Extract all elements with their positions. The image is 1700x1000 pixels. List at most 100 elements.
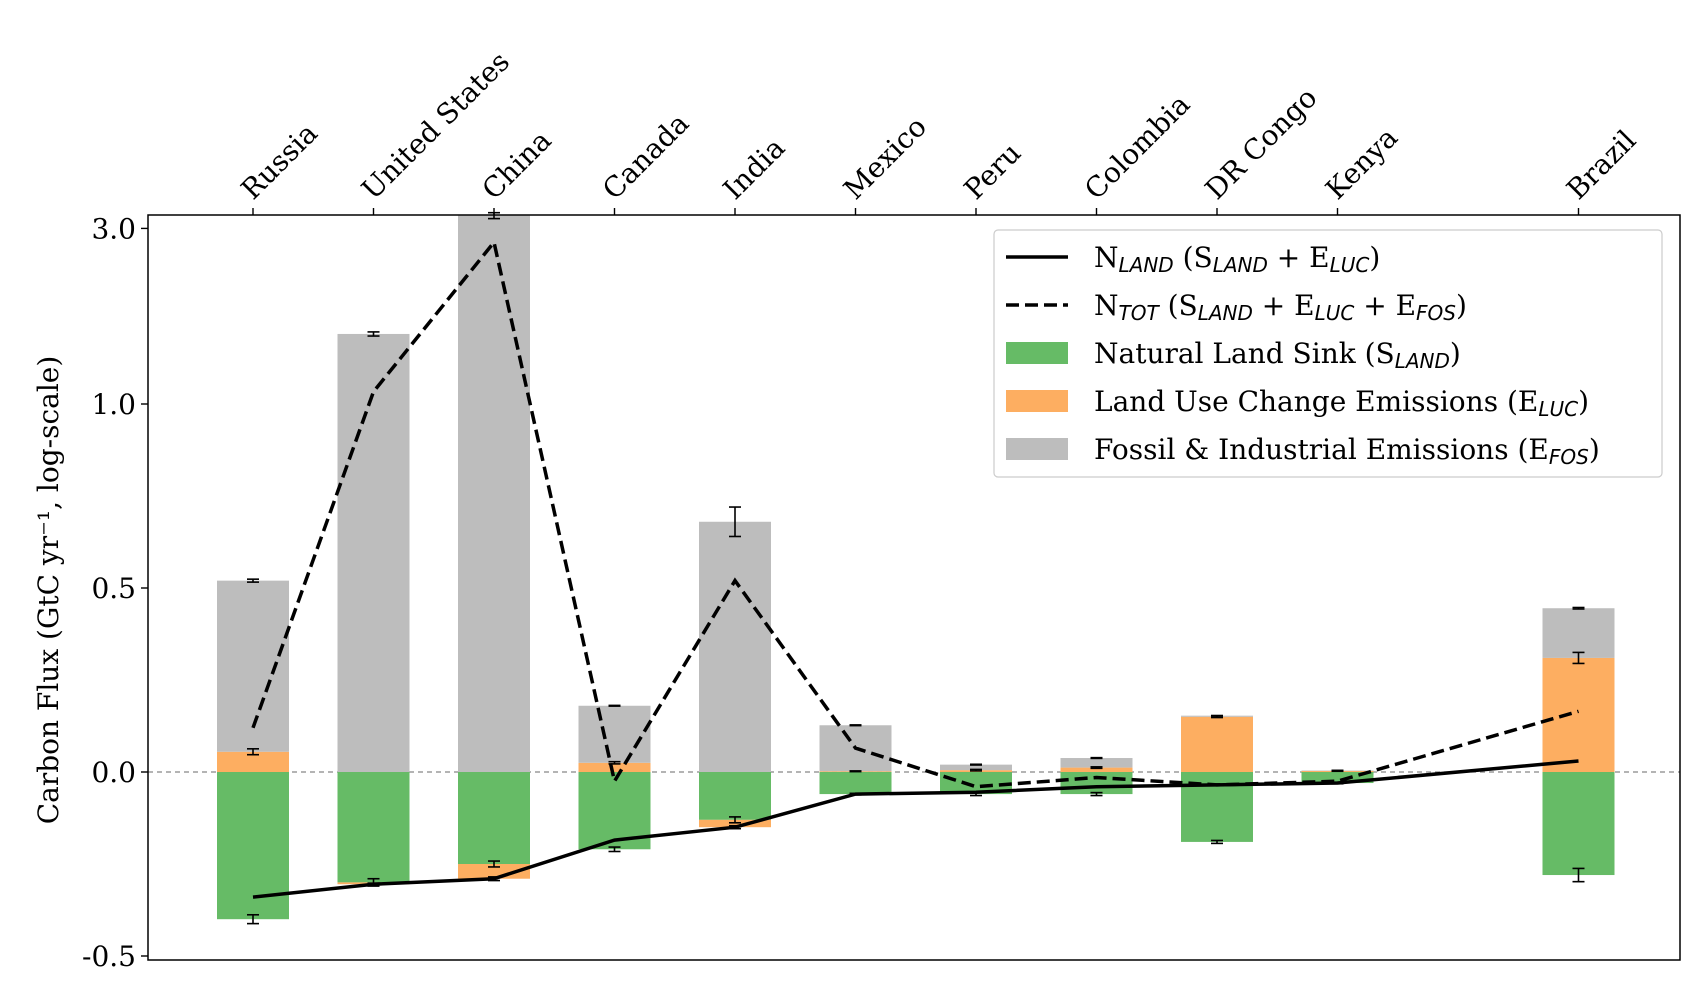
legend-label: NTOT (SLAND + ELUC + EFOS)	[1094, 289, 1467, 325]
legend-label: Fossil & Industrial Emissions (EFOS)	[1094, 433, 1600, 469]
legend-label-part: )	[1369, 241, 1380, 274]
bars	[217, 215, 1615, 920]
legend-label: Natural Land Sink (SLAND)	[1094, 337, 1461, 373]
bar-sland-kenya	[1301, 772, 1374, 784]
legend-label-part: )	[1456, 289, 1467, 322]
error-bar-efos-mexico	[849, 724, 862, 727]
y-tick-label: 3.0	[91, 212, 136, 245]
legend-box	[993, 229, 1663, 478]
series-line-nland	[252, 759, 1579, 899]
legend-label-part: LUC	[1538, 397, 1578, 421]
bar-sland-united-states	[337, 772, 410, 883]
x-tick-label: Brazil	[1560, 124, 1642, 206]
bar-eluc-china	[458, 864, 530, 879]
y-tick-label: 0.0	[91, 756, 136, 789]
bar-sland-brazil	[1542, 772, 1615, 876]
legend-label-part: LAND	[1119, 253, 1174, 277]
x-tick-label: Russia	[235, 116, 324, 205]
legend-label: Land Use Change Emissions (ELUC)	[1094, 385, 1589, 421]
legend-label: NLAND (SLAND + ELUC)	[1094, 241, 1380, 277]
legend-label-part: N	[1094, 289, 1119, 322]
legend-swatch	[1006, 390, 1068, 412]
error-bar-efos-india	[729, 506, 741, 538]
bar-sland-india	[699, 772, 771, 820]
legend-label-part: FOS	[1549, 445, 1589, 469]
bar-eluc-dr-congo	[1181, 716, 1253, 772]
y-tick-label: 1.0	[91, 388, 136, 421]
legend-label-part: Fossil & Industrial Emissions (E	[1094, 433, 1549, 466]
y-tick-label: 0.5	[91, 572, 136, 605]
error-bar-efos-peru	[970, 763, 982, 766]
error-bar-sland-russia	[247, 913, 259, 925]
y-axis-label: Carbon Flux (GtC yr⁻¹, log-scale)	[32, 356, 65, 825]
legend-label-part: LUC	[1330, 253, 1370, 277]
x-tick-label: Canada	[596, 107, 695, 206]
legend-label-part: TOT	[1119, 301, 1161, 325]
error-bar-sland-colombia	[1090, 791, 1103, 797]
bar-efos-colombia	[1060, 758, 1133, 768]
legend-swatch	[1006, 342, 1068, 364]
legend-label-part: LUC	[1315, 301, 1355, 325]
bar-efos-peru	[940, 764, 1012, 771]
bar-eluc-colombia	[1060, 767, 1133, 772]
error-bar-efos-brazil	[1572, 606, 1585, 610]
legend-label-part: Land Use Change Emissions (E	[1094, 385, 1538, 418]
error-bar-eluc-mexico	[849, 770, 862, 773]
y-tick-label: -0.5	[82, 940, 136, 973]
legend-entry-nland: NLAND (SLAND + ELUC)	[1006, 241, 1380, 277]
x-tick-label: Kenya	[1319, 121, 1404, 206]
legend-label-part: )	[1450, 337, 1461, 370]
series-lines	[251, 238, 1579, 899]
x-tick-label: India	[717, 131, 792, 206]
legend-label-part: (S	[1174, 241, 1213, 274]
legend-label-part: )	[1589, 433, 1600, 466]
bar-efos-brazil	[1542, 608, 1615, 658]
legend-label-part: + E	[1354, 289, 1416, 322]
bar-eluc-canada	[578, 762, 651, 772]
error-bar-sland-dr-congo	[1211, 839, 1223, 845]
legend-entry-ntot: NTOT (SLAND + ELUC + EFOS)	[1006, 289, 1467, 325]
legend-label-part: )	[1578, 385, 1589, 418]
legend-label-part: (S	[1159, 289, 1198, 322]
legend-entry-sland: Natural Land Sink (SLAND)	[1006, 337, 1461, 373]
bar-eluc-brazil	[1542, 657, 1615, 772]
bar-sland-mexico	[819, 772, 892, 795]
bar-efos-china	[458, 215, 530, 772]
error-bar-efos-russia	[247, 578, 259, 583]
legend-swatch	[1006, 438, 1068, 460]
bar-sland-china	[458, 772, 530, 864]
legend-label-part: Natural Land Sink (S	[1094, 337, 1395, 370]
legend-label-part: FOS	[1416, 301, 1456, 325]
error-bar-efos-united-states	[367, 331, 380, 337]
legend-label-part: LAND	[1395, 349, 1450, 373]
legend-label-part: + E	[1253, 289, 1315, 322]
bar-sland-russia	[217, 772, 289, 920]
bar-efos-india	[699, 521, 771, 772]
error-bar-eluc-peru	[970, 768, 982, 772]
x-tick-label: DR Congo	[1199, 81, 1324, 206]
bar-efos-united-states	[337, 333, 410, 772]
legend-entry-efos: Fossil & Industrial Emissions (EFOS)	[1006, 433, 1600, 469]
error-bar-eluc-brazil	[1572, 651, 1585, 665]
error-bar-sland-china	[488, 860, 500, 868]
x-tick-label: China	[476, 124, 558, 206]
bar-sland-colombia	[1060, 772, 1133, 795]
legend: NLAND (SLAND + ELUC)NTOT (SLAND + ELUC +…	[993, 229, 1663, 478]
error-bar-efos-canada	[608, 704, 621, 707]
bar-sland-peru	[940, 772, 1012, 795]
x-tick-label: Colombia	[1078, 88, 1196, 206]
error-bar-eluc-colombia	[1090, 766, 1103, 770]
x-tick-label: Mexico	[837, 110, 933, 206]
bar-efos-canada	[578, 705, 651, 763]
error-bar-efos-colombia	[1090, 756, 1103, 760]
legend-entry-eluc: Land Use Change Emissions (ELUC)	[1006, 385, 1589, 421]
error-bar-sland-india	[729, 816, 741, 824]
series-line-ntot	[251, 238, 1579, 789]
error-bar-sland-canada	[608, 846, 621, 853]
error-bar-eluc-russia	[247, 748, 259, 756]
legend-label-part: N	[1094, 241, 1119, 274]
legend-label-part: + E	[1268, 241, 1330, 274]
bar-eluc-russia	[217, 751, 289, 772]
